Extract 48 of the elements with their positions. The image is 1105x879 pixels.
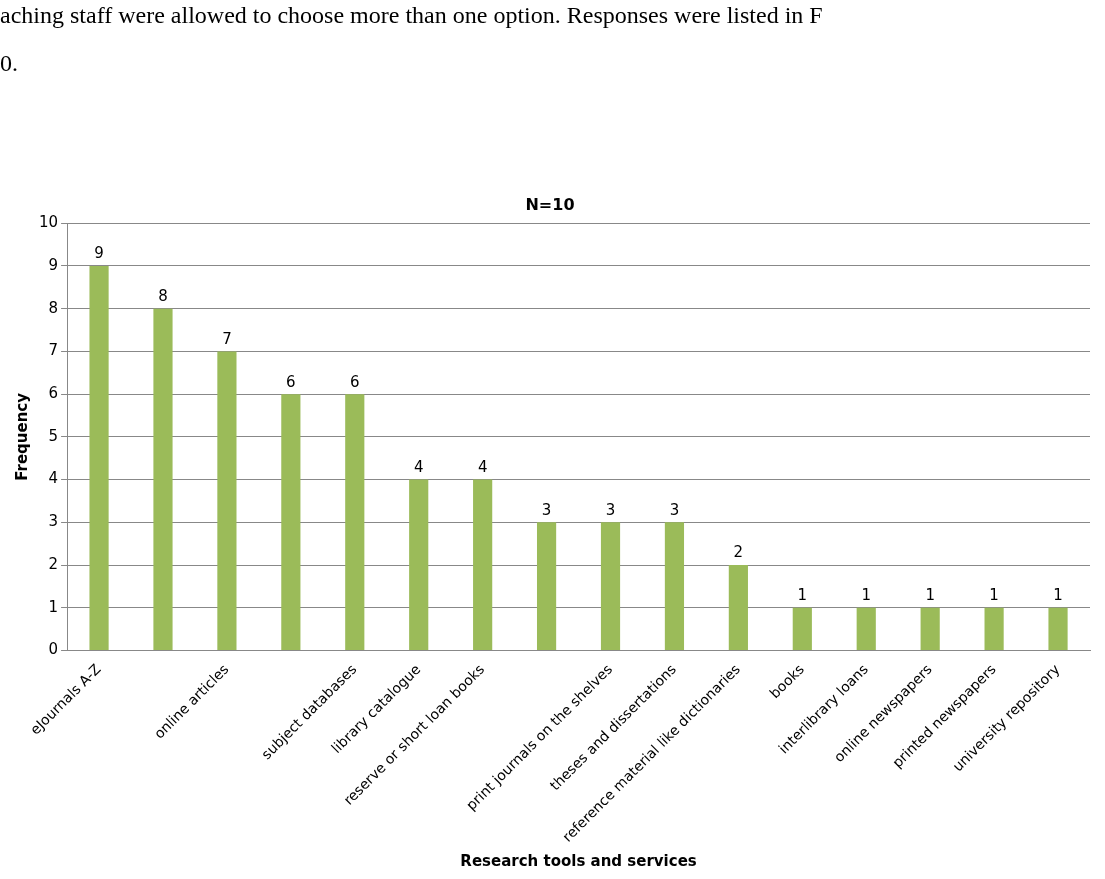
data-label: 6: [286, 372, 296, 391]
bar: [345, 394, 365, 651]
data-label: 7: [222, 329, 232, 348]
data-label: 1: [797, 586, 808, 605]
bar: [89, 265, 109, 651]
data-label: 2: [733, 543, 744, 562]
data-label: 1: [925, 586, 935, 605]
bar: [728, 565, 748, 651]
y-tick-label: 6: [48, 384, 59, 403]
y-tick-label: 8: [48, 298, 59, 317]
bar: [600, 522, 621, 651]
bar: [536, 522, 557, 651]
data-label: 3: [605, 500, 616, 519]
chart-title: N=10: [525, 194, 575, 214]
text: 0.: [0, 50, 18, 77]
y-tick-label: 9: [48, 255, 59, 274]
y-tick-label: 7: [48, 341, 59, 360]
data-label: 1: [1053, 586, 1063, 605]
data-label: 3: [541, 500, 552, 519]
data-label: 6: [350, 372, 360, 391]
bar: [409, 479, 429, 651]
y-tick-label: 5: [48, 426, 59, 445]
data-label: 4: [413, 458, 424, 476]
data-label: 1: [989, 586, 999, 605]
y-tick-label: 0: [48, 640, 59, 659]
bar: [217, 351, 237, 651]
bar: [153, 308, 173, 651]
data-label: 4: [477, 458, 488, 476]
text: aching staff were allowed to choose more than one option. Responses were listed in F: [0, 2, 823, 29]
y-tick-label: 4: [48, 469, 59, 488]
data-label: 9: [94, 244, 104, 263]
data-label: 8: [158, 287, 168, 306]
bar: [664, 522, 685, 651]
y-tick-label: 10: [38, 213, 59, 232]
bar: [856, 607, 876, 651]
bar: [281, 394, 301, 651]
bar: [792, 607, 812, 651]
bar: [473, 479, 493, 651]
bar: [1048, 607, 1068, 651]
y-axis-title: Frequency: [12, 392, 31, 481]
y-tick-label: 1: [48, 597, 59, 616]
data-label: 3: [669, 500, 680, 519]
data-label: 1: [861, 586, 872, 605]
y-tick-label: 3: [48, 512, 59, 531]
bar: [984, 607, 1004, 651]
bar: [920, 607, 940, 651]
x-axis-title: Research tools and services: [460, 851, 697, 870]
y-tick-label: 2: [48, 554, 59, 573]
